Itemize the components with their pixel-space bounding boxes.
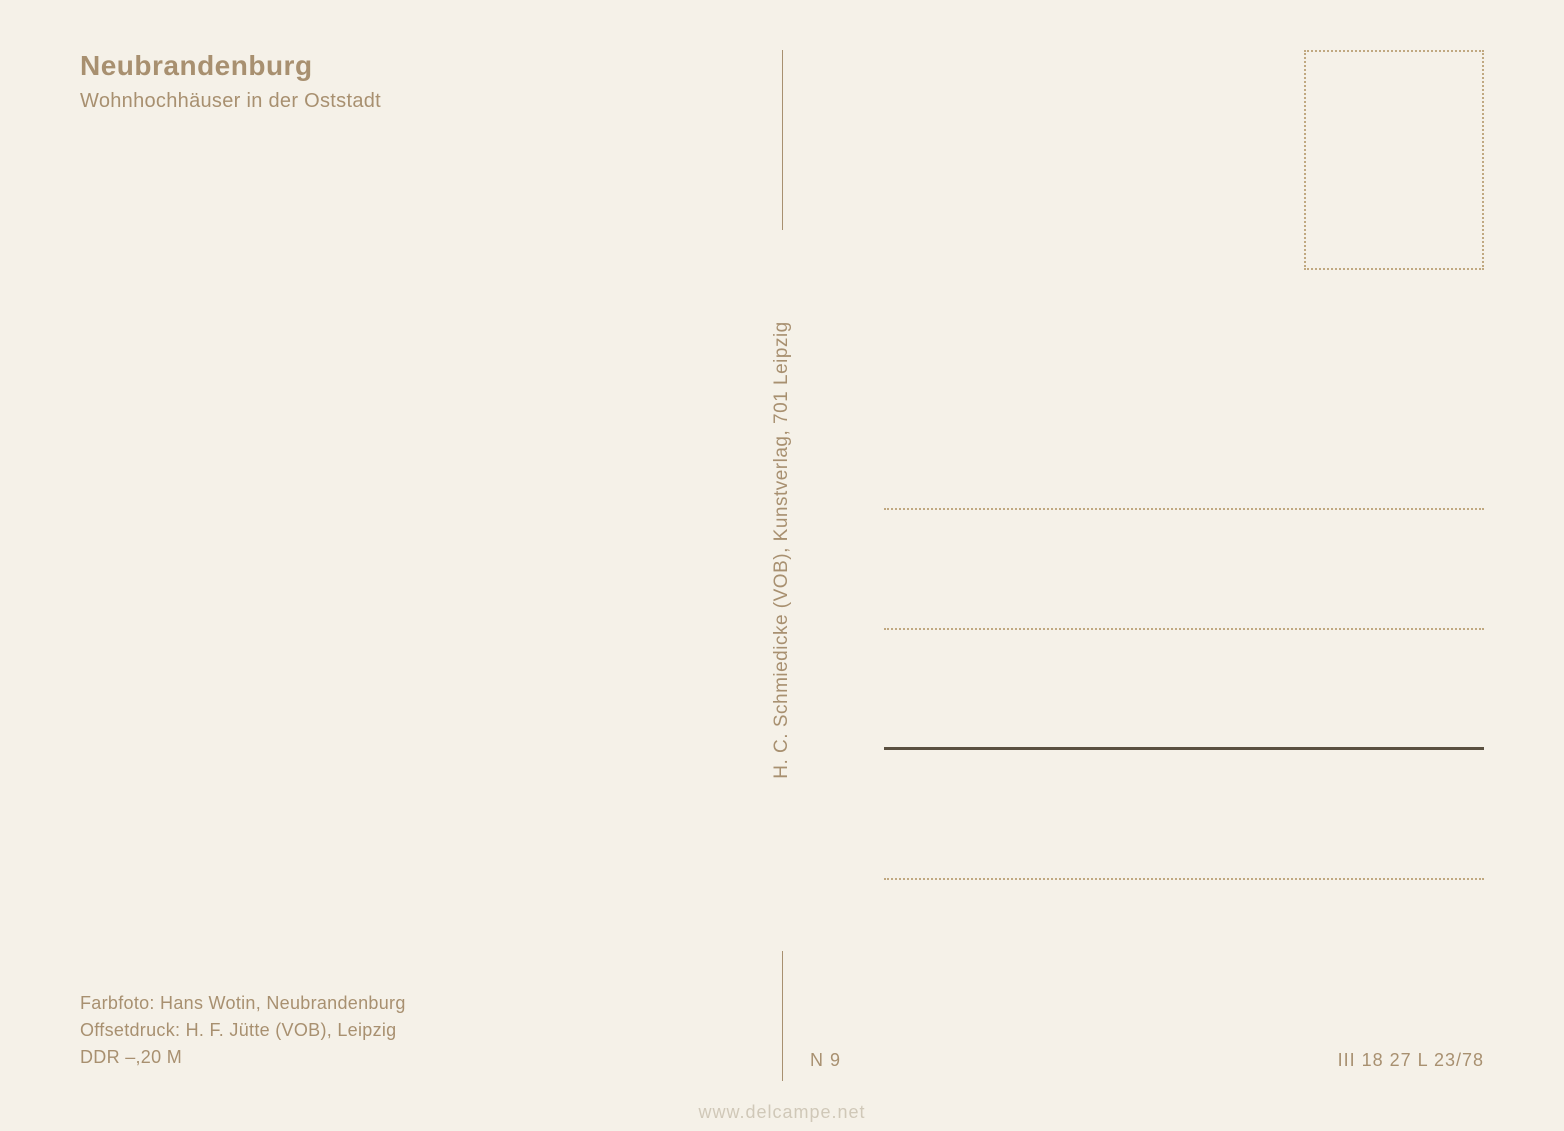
- print-credit: Offsetdruck: H. F. Jütte (VOB), Leipzig: [80, 1017, 406, 1044]
- postcard-back: Neubrandenburg Wohnhochhäuser in der Ost…: [0, 0, 1564, 1131]
- publisher-text: H. C. Schmiedicke (VOB), Kunstverlag, 70…: [771, 321, 793, 778]
- code-right: III 18 27 L 23/78: [1338, 1050, 1484, 1071]
- title-block: Neubrandenburg Wohnhochhäuser in der Ost…: [80, 50, 381, 113]
- watermark: www.delcampe.net: [698, 1102, 865, 1123]
- subtitle: Wohnhochhäuser in der Oststadt: [80, 90, 381, 113]
- code-center: N 9: [810, 1050, 841, 1071]
- address-line-2: [884, 590, 1484, 630]
- price: DDR –,20 M: [80, 1044, 406, 1071]
- credits-block: Farbfoto: Hans Wotin, Neubrandenburg Off…: [80, 990, 406, 1071]
- stamp-box: [1304, 50, 1484, 270]
- divider-bottom: [782, 951, 783, 1081]
- address-line-4: [884, 840, 1484, 880]
- address-lines: [884, 470, 1484, 880]
- address-line-3: [884, 710, 1484, 750]
- divider-top: [782, 50, 783, 230]
- address-line-1: [884, 470, 1484, 510]
- city-title: Neubrandenburg: [80, 50, 381, 82]
- photo-credit: Farbfoto: Hans Wotin, Neubrandenburg: [80, 990, 406, 1017]
